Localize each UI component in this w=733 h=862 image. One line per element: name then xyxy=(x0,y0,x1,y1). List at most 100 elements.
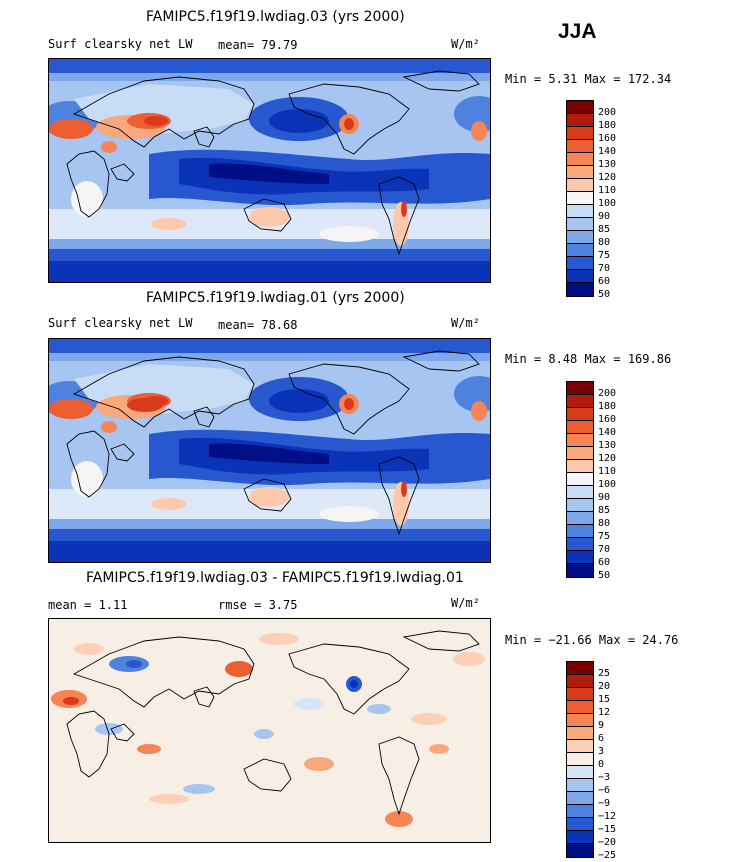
colorbar-swatch xyxy=(567,166,593,179)
colorbar-swatch xyxy=(567,844,593,857)
colorbar-swatch xyxy=(567,688,593,701)
colorbar-tick-label: 110 xyxy=(598,466,617,477)
colorbar-swatch xyxy=(567,701,593,714)
colorbar-swatch xyxy=(567,662,593,675)
panel2-mean: mean= 78.68 xyxy=(218,318,298,332)
colorbar-tick-label: 200 xyxy=(598,388,617,399)
panel3-title: FAMIPC5.f19f19.lwdiag.03 - FAMIPC5.f19f1… xyxy=(86,570,464,586)
panel3-map-svg xyxy=(49,619,490,842)
colorbar-swatch xyxy=(567,205,593,218)
panel3-units: W/m² xyxy=(451,596,480,610)
colorbar-swatch xyxy=(567,192,593,205)
colorbar-tick-label: 130 xyxy=(598,440,617,451)
colorbar-tick-label: 6 xyxy=(598,733,605,744)
colorbar-swatch xyxy=(567,805,593,818)
panel3-colorbar-labels: 25 20 15 12 9 6 3 0 −3 −6 −9 −12 −15 −20 −25 xyxy=(598,661,617,861)
panel2-colorbar xyxy=(566,381,594,578)
colorbar-tick-label: −25 xyxy=(598,850,617,861)
colorbar-tick-label: 90 xyxy=(598,492,611,503)
colorbar-swatch xyxy=(567,447,593,460)
colorbar-tick-label: 120 xyxy=(598,172,617,183)
panel1-map xyxy=(48,58,491,283)
colorbar-tick-label: 85 xyxy=(598,505,611,516)
colorbar-swatch xyxy=(567,551,593,564)
colorbar-tick-label: 75 xyxy=(598,531,611,542)
panel2-units: W/m² xyxy=(451,316,480,330)
colorbar-swatch xyxy=(567,779,593,792)
colorbar-swatch xyxy=(567,564,593,577)
colorbar-tick-label: 200 xyxy=(598,107,617,118)
colorbar-tick-label: 0 xyxy=(598,759,605,770)
colorbar-tick-label: 110 xyxy=(598,185,617,196)
colorbar-swatch xyxy=(567,231,593,244)
colorbar-tick-label: 180 xyxy=(598,120,617,131)
colorbar-tick-label: −12 xyxy=(598,811,617,822)
panel3-rmse: rmse = 3.75 xyxy=(218,598,298,612)
colorbar-swatch xyxy=(567,421,593,434)
colorbar-swatch xyxy=(567,395,593,408)
colorbar-tick-label: 80 xyxy=(598,237,611,248)
colorbar-swatch xyxy=(567,434,593,447)
colorbar-swatch xyxy=(567,127,593,140)
colorbar-tick-label: 160 xyxy=(598,133,617,144)
colorbar-tick-label: 80 xyxy=(598,518,611,529)
colorbar-swatch xyxy=(567,270,593,283)
colorbar-tick-label: 70 xyxy=(598,544,611,555)
colorbar-tick-label: 9 xyxy=(598,720,605,731)
colorbar-tick-label: 90 xyxy=(598,211,611,222)
colorbar-swatch xyxy=(567,727,593,740)
colorbar-tick-label: 15 xyxy=(598,694,611,705)
colorbar-swatch xyxy=(567,512,593,525)
colorbar-swatch xyxy=(567,244,593,257)
colorbar-swatch xyxy=(567,179,593,192)
colorbar-tick-label: −3 xyxy=(598,772,611,783)
colorbar-swatch xyxy=(567,408,593,421)
colorbar-tick-label: −15 xyxy=(598,824,617,835)
colorbar-tick-label: 3 xyxy=(598,746,605,757)
colorbar-swatch xyxy=(567,831,593,844)
panel1-colorbar xyxy=(566,100,594,297)
panel3-map xyxy=(48,618,491,843)
panel1-units: W/m² xyxy=(451,37,480,51)
colorbar-tick-label: 100 xyxy=(598,479,617,490)
panel2-variable: Surf clearsky net LW xyxy=(48,316,193,330)
panel1-mean: mean= 79.79 xyxy=(218,38,298,52)
colorbar-swatch xyxy=(567,473,593,486)
colorbar-tick-label: 25 xyxy=(598,668,611,679)
colorbar-tick-label: 160 xyxy=(598,414,617,425)
colorbar-swatch xyxy=(567,714,593,727)
season-label: JJA xyxy=(558,20,597,43)
panel3-minmax: Min = −21.66 Max = 24.76 xyxy=(505,633,679,647)
colorbar-swatch xyxy=(567,753,593,766)
colorbar-swatch xyxy=(567,153,593,166)
panel1-colorbar-labels: 200 180 160 140 130 120 110 100 90 85 80 75 70 60 50 xyxy=(598,100,617,300)
panel1-variable: Surf clearsky net LW xyxy=(48,37,193,51)
colorbar-tick-label: 60 xyxy=(598,276,611,287)
colorbar-tick-label: 100 xyxy=(598,198,617,209)
panel1-title: FAMIPC5.f19f19.lwdiag.03 (yrs 2000) xyxy=(146,9,405,25)
colorbar-swatch xyxy=(567,283,593,296)
colorbar-swatch xyxy=(567,766,593,779)
panel3-mean: mean = 1.11 xyxy=(48,598,128,612)
colorbar-tick-label: 180 xyxy=(598,401,617,412)
colorbar-tick-label: −6 xyxy=(598,785,611,796)
colorbar-swatch xyxy=(567,486,593,499)
panel1-map-svg xyxy=(49,59,490,282)
colorbar-tick-label: 120 xyxy=(598,453,617,464)
colorbar-tick-label: 50 xyxy=(598,570,611,581)
colorbar-tick-label: 60 xyxy=(598,557,611,568)
colorbar-swatch xyxy=(567,114,593,127)
colorbar-tick-label: 50 xyxy=(598,289,611,300)
colorbar-swatch xyxy=(567,382,593,395)
panel2-title: FAMIPC5.f19f19.lwdiag.01 (yrs 2000) xyxy=(146,290,405,306)
colorbar-tick-label: 75 xyxy=(598,250,611,261)
panel3-colorbar xyxy=(566,661,594,858)
colorbar-swatch xyxy=(567,218,593,231)
colorbar-swatch xyxy=(567,499,593,512)
colorbar-tick-label: 140 xyxy=(598,146,617,157)
colorbar-tick-label: 140 xyxy=(598,427,617,438)
panel2-minmax: Min = 8.48 Max = 169.86 xyxy=(505,352,672,366)
colorbar-swatch xyxy=(567,460,593,473)
colorbar-swatch xyxy=(567,257,593,270)
colorbar-tick-label: −20 xyxy=(598,837,617,848)
